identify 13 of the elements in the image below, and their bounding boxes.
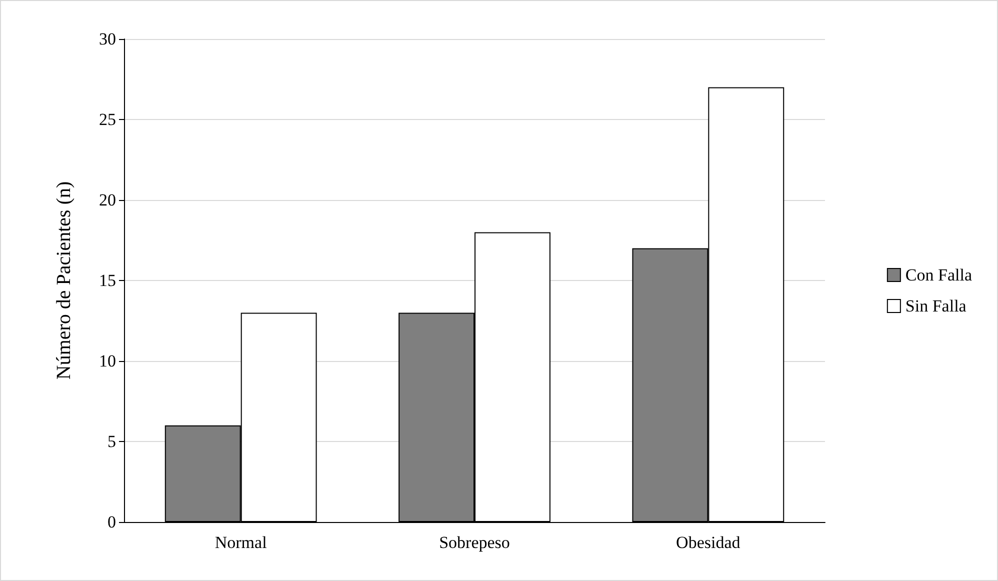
x-tick-label: Sobrepeso — [439, 533, 510, 552]
y-tick-label: 10 — [99, 352, 116, 370]
legend-label: Con Falla — [905, 266, 972, 284]
legend-label: Sin Falla — [905, 296, 967, 316]
y-tick-label: 20 — [99, 190, 116, 210]
x-tick-label: Normal — [214, 533, 268, 552]
y-tick-label: 0 — [108, 512, 116, 532]
y-axis-title: Número de Pacientes (n) — [53, 181, 75, 380]
y-tick-label: 30 — [99, 30, 116, 48]
y-tick-label: 25 — [99, 110, 116, 129]
y-tick-label: 15 — [99, 271, 116, 290]
y-tick-label: 5 — [108, 432, 116, 451]
x-tick-label: Obesidad — [676, 533, 741, 552]
